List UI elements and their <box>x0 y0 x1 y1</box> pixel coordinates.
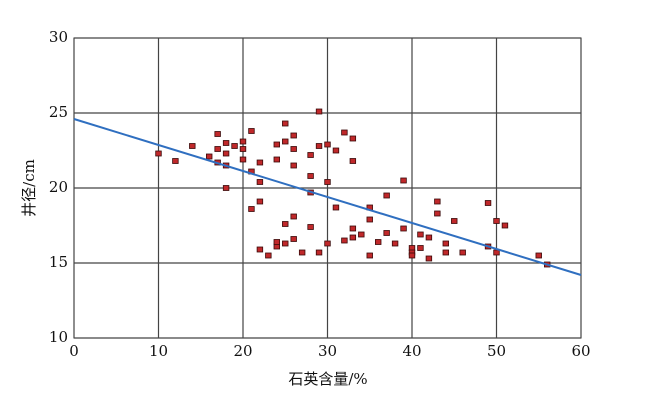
point <box>248 206 255 212</box>
point <box>205 153 213 160</box>
point <box>256 246 264 253</box>
point <box>374 239 382 245</box>
point <box>273 239 280 245</box>
point <box>214 146 221 152</box>
point <box>535 252 542 259</box>
point <box>273 156 280 163</box>
point <box>282 138 289 145</box>
point <box>391 240 399 247</box>
point <box>265 252 272 259</box>
point <box>324 179 331 185</box>
point <box>493 249 500 256</box>
x-tick-label: 40 <box>402 342 421 360</box>
point <box>290 146 297 152</box>
point <box>231 143 238 149</box>
point <box>349 158 357 164</box>
point <box>417 231 424 238</box>
point <box>282 240 289 247</box>
point <box>239 138 247 145</box>
point <box>315 108 323 115</box>
x-tick-label: 20 <box>233 342 252 360</box>
point <box>282 120 289 127</box>
point <box>459 249 466 256</box>
x-tick-label: 0 <box>69 342 79 360</box>
point <box>349 135 357 142</box>
point <box>332 147 340 154</box>
point <box>290 132 297 139</box>
point <box>341 129 348 136</box>
point <box>222 185 230 191</box>
point <box>282 221 289 227</box>
point <box>290 162 297 169</box>
point <box>408 252 416 259</box>
point <box>434 210 441 217</box>
y-tick-label: 15 <box>49 253 68 271</box>
point <box>349 225 357 232</box>
point <box>442 240 449 247</box>
point <box>417 245 424 251</box>
point <box>273 141 280 148</box>
point <box>307 224 314 230</box>
point <box>341 237 348 244</box>
point <box>248 128 255 134</box>
point <box>366 216 373 223</box>
point <box>222 140 230 146</box>
point <box>349 234 357 241</box>
point <box>222 150 230 157</box>
point <box>239 156 247 163</box>
point <box>307 152 314 158</box>
point <box>315 249 323 256</box>
point <box>425 234 433 241</box>
point <box>298 249 306 256</box>
fit-line <box>73 118 582 276</box>
point <box>290 213 297 220</box>
point <box>400 177 407 184</box>
point <box>358 231 365 238</box>
point <box>324 240 331 247</box>
x-tick-label: 10 <box>149 342 168 360</box>
point <box>256 198 264 205</box>
point <box>501 222 509 229</box>
point <box>290 236 297 242</box>
y-tick-label: 25 <box>49 103 68 121</box>
x-tick-label: 60 <box>571 342 590 360</box>
x-axis-label: 石英含量/% <box>288 370 367 388</box>
point <box>155 150 162 157</box>
point <box>451 218 458 224</box>
point <box>400 225 407 232</box>
point <box>484 200 492 206</box>
point <box>214 131 221 137</box>
y-axis-label: 井径/cm <box>20 159 38 217</box>
x-tick-label: 30 <box>318 342 337 360</box>
point <box>366 252 373 259</box>
point <box>493 218 500 224</box>
point <box>239 146 247 152</box>
y-tick-label: 20 <box>49 178 68 196</box>
point <box>256 159 264 166</box>
point <box>332 204 340 211</box>
point <box>307 173 314 179</box>
point <box>442 249 449 256</box>
point <box>434 198 441 205</box>
point <box>172 158 179 164</box>
point <box>324 141 331 148</box>
y-tick-label: 10 <box>49 328 68 346</box>
point <box>256 179 264 185</box>
x-tick-label: 50 <box>487 342 506 360</box>
point <box>383 230 390 236</box>
point <box>189 143 196 149</box>
point <box>383 192 390 199</box>
point <box>315 143 323 149</box>
y-tick-label: 30 <box>49 28 68 46</box>
point <box>425 255 433 262</box>
